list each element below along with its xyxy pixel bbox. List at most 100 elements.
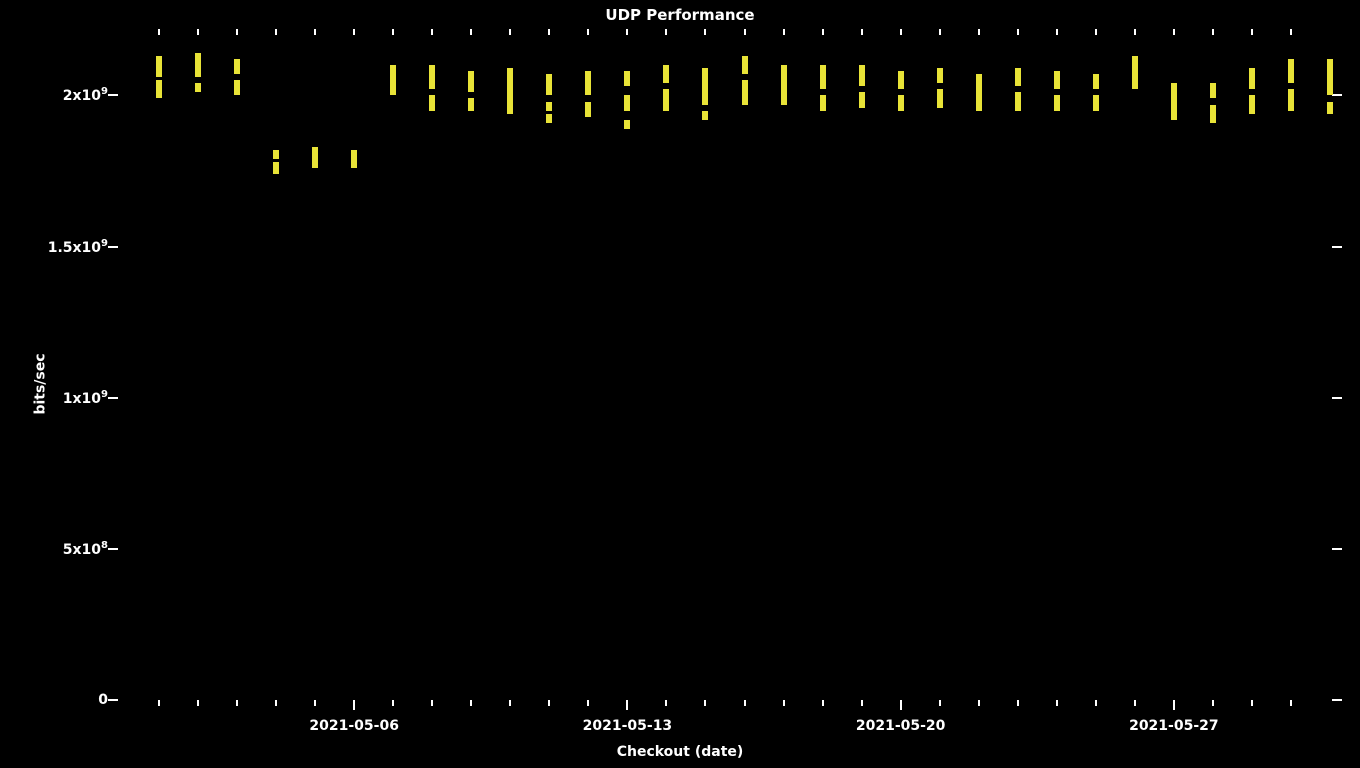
data-point [781, 0, 787, 768]
data-point [1210, 0, 1216, 768]
y-tick [1332, 246, 1342, 248]
y-tick [108, 548, 118, 550]
data-segment [195, 83, 201, 92]
data-point [1054, 0, 1060, 768]
data-segment [742, 56, 748, 74]
data-segment [1132, 56, 1138, 89]
y-tick [1332, 548, 1342, 550]
data-point [1249, 0, 1255, 768]
data-segment [742, 80, 748, 104]
data-point [1327, 0, 1333, 768]
y-tick [1332, 699, 1342, 701]
data-segment [156, 80, 162, 98]
data-point [742, 0, 748, 768]
y-tick-label: 2x109 [63, 87, 108, 105]
y-tick [1332, 94, 1342, 96]
data-segment [1093, 95, 1099, 110]
data-point [820, 0, 826, 768]
data-segment [859, 65, 865, 86]
data-segment [937, 89, 943, 107]
data-segment [546, 114, 552, 123]
data-segment [1054, 95, 1060, 110]
data-segment [1327, 102, 1333, 114]
data-segment [1288, 89, 1294, 110]
data-segment [234, 80, 240, 95]
data-segment [1015, 92, 1021, 110]
y-tick [108, 699, 118, 701]
data-segment [898, 71, 904, 89]
data-point [859, 0, 865, 768]
data-segment [1249, 68, 1255, 89]
data-segment [507, 68, 513, 113]
chart-title: UDP Performance [0, 6, 1360, 24]
data-point [546, 0, 552, 768]
data-point [1015, 0, 1021, 768]
data-segment [663, 89, 669, 110]
data-point [234, 0, 240, 768]
data-segment [585, 71, 591, 95]
data-point [273, 0, 279, 768]
data-segment [663, 65, 669, 83]
data-segment [273, 150, 279, 159]
data-segment [976, 74, 982, 110]
data-segment [1327, 59, 1333, 95]
data-segment [234, 59, 240, 74]
data-segment [468, 71, 474, 92]
data-point [1093, 0, 1099, 768]
data-segment [429, 95, 435, 110]
data-point [585, 0, 591, 768]
data-point [507, 0, 513, 768]
data-segment [429, 65, 435, 89]
data-segment [1210, 83, 1216, 98]
data-segment [312, 147, 318, 168]
data-segment [156, 56, 162, 77]
data-point [937, 0, 943, 768]
data-segment [820, 65, 826, 89]
data-segment [1288, 59, 1294, 83]
data-segment [624, 95, 630, 110]
data-point [624, 0, 630, 768]
data-segment [898, 95, 904, 110]
data-point [1171, 0, 1177, 768]
data-segment [585, 102, 591, 117]
data-segment [859, 92, 865, 107]
data-segment [468, 98, 474, 110]
y-tick [108, 94, 118, 96]
data-segment [546, 102, 552, 111]
data-segment [1210, 105, 1216, 123]
data-point [702, 0, 708, 768]
data-point [156, 0, 162, 768]
data-segment [195, 53, 201, 77]
y-tick [108, 397, 118, 399]
data-segment [1015, 68, 1021, 86]
data-point [312, 0, 318, 768]
data-point [390, 0, 396, 768]
data-point [195, 0, 201, 768]
y-tick [1332, 397, 1342, 399]
data-segment [702, 68, 708, 104]
data-point [351, 0, 357, 768]
data-segment [390, 65, 396, 95]
y-tick-label: 1.5x109 [48, 238, 108, 256]
y-axis-label: bits/sec [33, 353, 49, 414]
data-segment [937, 68, 943, 83]
data-segment [624, 71, 630, 86]
data-segment [546, 74, 552, 95]
y-tick-label: 1x109 [63, 389, 108, 407]
data-segment [820, 95, 826, 110]
data-segment [1054, 71, 1060, 89]
data-segment [351, 150, 357, 168]
data-segment [1249, 95, 1255, 113]
data-point [1288, 0, 1294, 768]
udp-performance-chart: UDP Performance bits/sec Checkout (date)… [0, 0, 1360, 768]
data-segment [1171, 83, 1177, 119]
data-point [1132, 0, 1138, 768]
data-point [898, 0, 904, 768]
x-axis-label: Checkout (date) [0, 744, 1360, 760]
y-tick-label: 5x108 [63, 540, 108, 558]
data-segment [624, 120, 630, 129]
y-tick [108, 246, 118, 248]
data-point [976, 0, 982, 768]
data-segment [702, 111, 708, 120]
data-point [468, 0, 474, 768]
